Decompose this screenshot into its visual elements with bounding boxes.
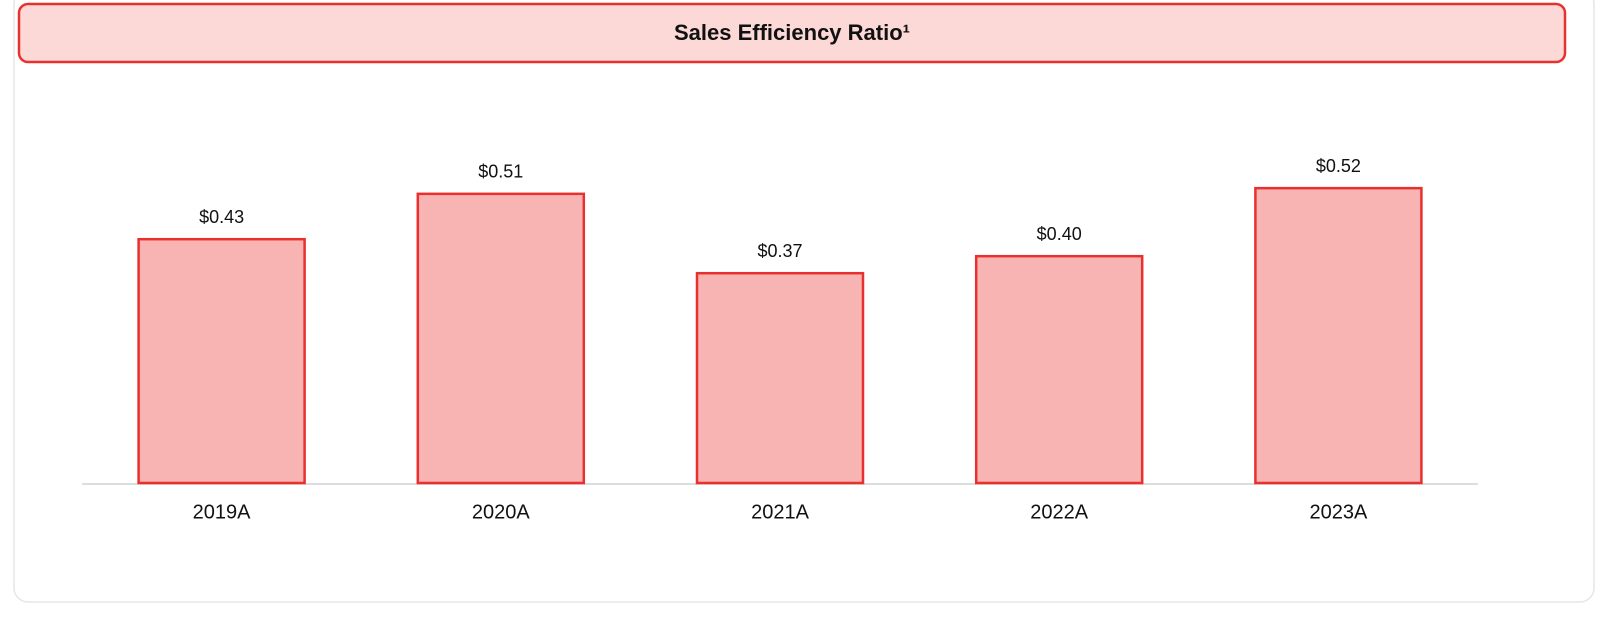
bar [1254, 186, 1423, 485]
x-tick-label: 2022A [1030, 501, 1088, 523]
value-label: $0.51 [478, 162, 523, 182]
x-tick-label: 2021A [751, 501, 809, 523]
bar [695, 271, 865, 485]
value-label: $0.37 [757, 241, 802, 261]
x-tick-label: 2023A [1309, 501, 1367, 523]
value-label: $0.52 [1316, 156, 1361, 176]
value-label: $0.43 [199, 207, 244, 227]
bar [416, 192, 586, 485]
x-tick-label: 2019A [193, 501, 251, 523]
bar [974, 254, 1144, 485]
value-label: $0.40 [1037, 224, 1082, 244]
x-tick-label: 2020A [472, 501, 530, 523]
bar [137, 237, 306, 485]
header-box [17, 2, 1567, 64]
chart-title: Sales Efficiency Ratio¹ [674, 20, 910, 45]
